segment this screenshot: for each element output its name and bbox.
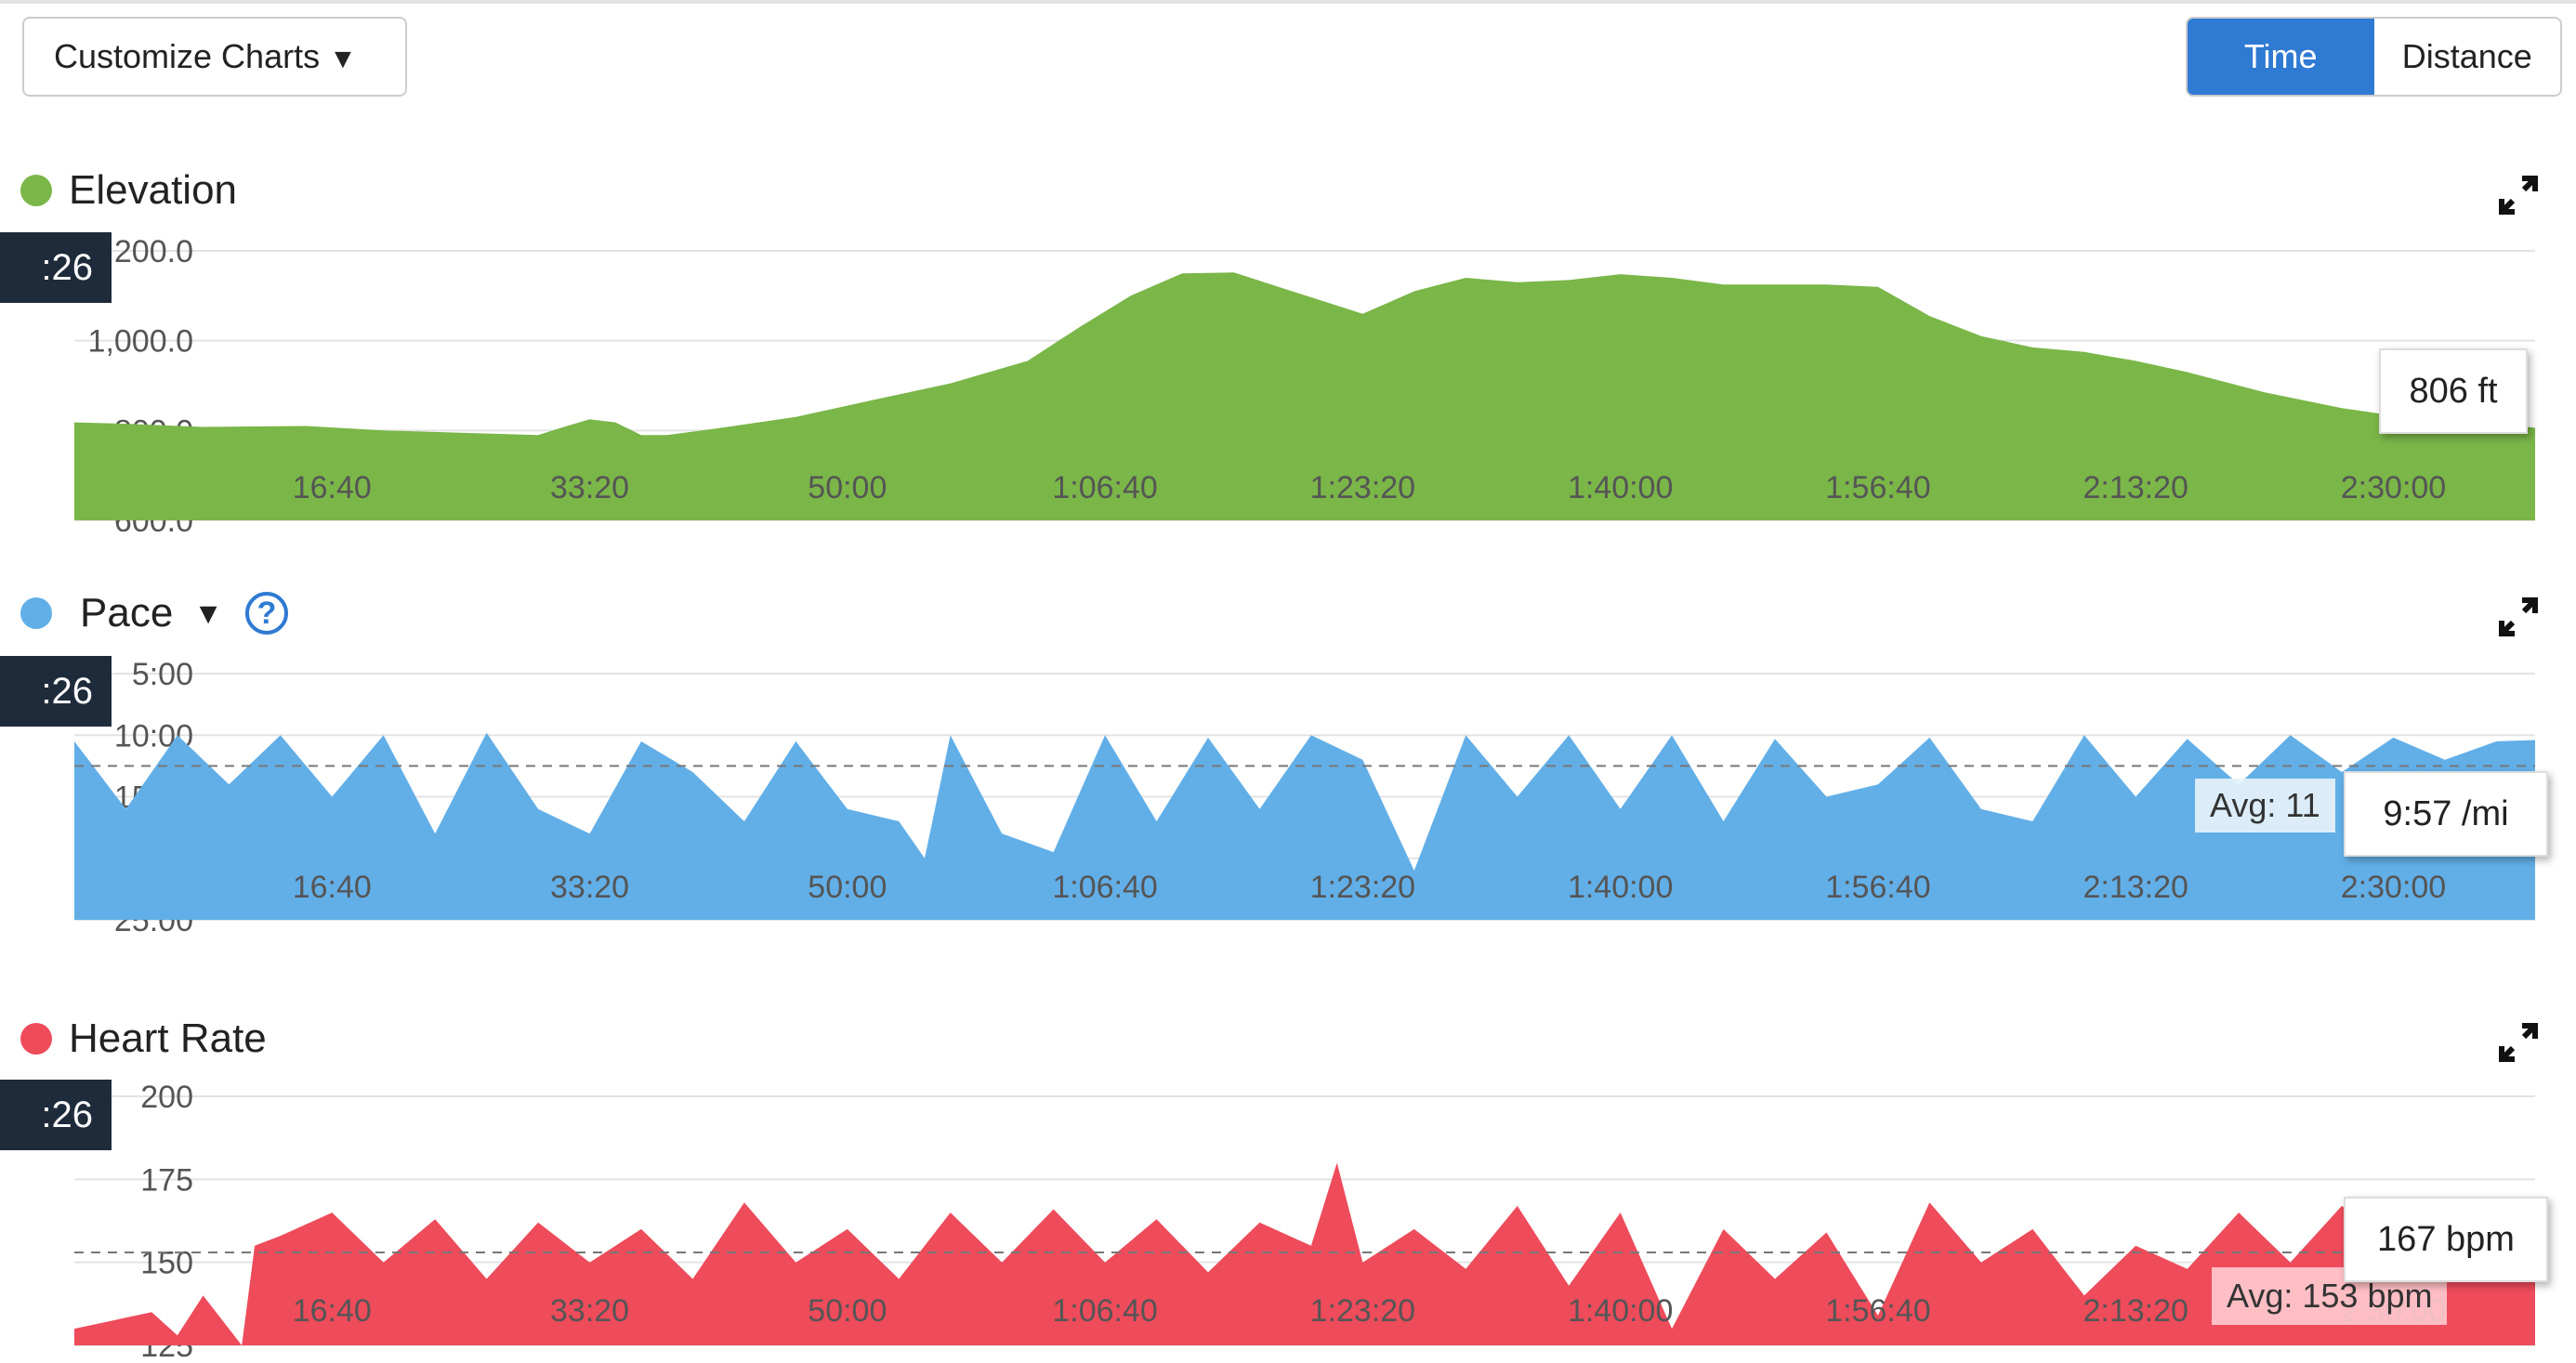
elevation-chart-header: Elevation xyxy=(20,167,237,214)
pace-area-series xyxy=(74,732,2535,920)
pace-chart-header: Pace ▼ ? xyxy=(20,590,288,636)
time-distance-toggle[interactable]: Time Distance xyxy=(2186,17,2562,97)
pace-x-tick-label: 1:40:00 xyxy=(1568,870,1673,905)
pace-x-tick-label: 2:13:20 xyxy=(2083,870,2188,905)
heart-rate-y-tick-label: 150 xyxy=(140,1246,193,1281)
pace-x-tick-label: 1:06:40 xyxy=(1052,870,1157,905)
heart-rate-x-tick-label: 33:20 xyxy=(550,1293,629,1329)
heart-rate-x-tick-label: 1:06:40 xyxy=(1052,1293,1157,1329)
pace-x-tick-label: 33:20 xyxy=(550,870,629,905)
customize-charts-label: Customize Charts xyxy=(54,37,321,75)
distance-toggle-button[interactable]: Distance xyxy=(2373,19,2560,95)
pace-legend-dot xyxy=(20,597,52,629)
pace-x-tick-label: 16:40 xyxy=(293,870,372,905)
elevation-x-tick-label: 1:06:40 xyxy=(1052,470,1157,505)
heart-rate-area-series xyxy=(74,1162,2535,1345)
time-toggle-button[interactable]: Time xyxy=(2188,19,2374,95)
pace-x-tick-label: 1:56:40 xyxy=(1825,870,1930,905)
heart-rate-x-tick-label: 1:40:00 xyxy=(1568,1293,1673,1329)
heart-rate-x-tick-label: 2:13:20 xyxy=(2083,1293,2188,1329)
elevation-x-tick-label: 16:40 xyxy=(293,470,372,505)
cursor-time-label: :26 xyxy=(0,1080,112,1150)
heart-rate-y-tick-label: 200 xyxy=(140,1080,193,1115)
elevation-chart-title: Elevation xyxy=(69,167,238,213)
elevation-x-tick-label: 1:23:20 xyxy=(1310,470,1415,505)
elevation-x-tick-label: 2:13:20 xyxy=(2083,470,2188,505)
heart-rate-x-tick-label: 1:56:40 xyxy=(1825,1293,1930,1329)
heart-rate-average-label: Avg: 153 bpm xyxy=(2212,1267,2448,1325)
top-divider xyxy=(0,0,2576,4)
customize-charts-button[interactable]: Customize Charts ▼ xyxy=(22,17,407,97)
heart-rate-legend-dot xyxy=(20,1023,52,1055)
pace-x-tick-label: 2:30:00 xyxy=(2341,870,2446,905)
heart-rate-y-tick-label: 175 xyxy=(140,1162,193,1198)
elevation-x-tick-label: 33:20 xyxy=(550,470,629,505)
elevation-x-tick-label: 1:40:00 xyxy=(1568,470,1673,505)
expand-arrows-icon[interactable] xyxy=(2498,1022,2539,1063)
expand-arrows-icon[interactable] xyxy=(2498,175,2539,216)
elevation-x-tick-label: 50:00 xyxy=(808,470,887,505)
pace-average-label: Avg: 11 xyxy=(2195,779,2335,832)
elevation-x-tick-label: 1:56:40 xyxy=(1825,470,1930,505)
pace-x-tick-label: 1:23:20 xyxy=(1310,870,1415,905)
pace-y-tick-label: 5:00 xyxy=(132,657,193,692)
expand-arrows-icon[interactable] xyxy=(2498,596,2539,637)
pace-tooltip: 9:57 /mi xyxy=(2344,771,2548,857)
cursor-time-label: :26 xyxy=(0,232,112,303)
question-circle-icon[interactable]: ? xyxy=(244,592,288,635)
pace-chart-title: Pace xyxy=(80,590,174,636)
elevation-x-tick-label: 2:30:00 xyxy=(2341,470,2446,505)
elevation-y-tick-label: 1,000.0 xyxy=(88,324,193,360)
elevation-legend-dot xyxy=(20,175,52,206)
heart-rate-chart-title: Heart Rate xyxy=(69,1016,267,1061)
caret-down-icon: ▼ xyxy=(329,44,357,74)
heart-rate-x-tick-label: 1:23:20 xyxy=(1310,1293,1415,1329)
heart-rate-chart-header: Heart Rate xyxy=(20,1016,267,1062)
pace-dropdown-caret-icon[interactable]: ▼ xyxy=(193,596,223,630)
pace-x-tick-label: 50:00 xyxy=(808,870,887,905)
heart-rate-x-tick-label: 50:00 xyxy=(808,1293,887,1329)
elevation-tooltip: 806 ft xyxy=(2379,348,2528,434)
cursor-time-label: :26 xyxy=(0,656,112,727)
heart-rate-x-tick-label: 16:40 xyxy=(293,1293,372,1329)
elevation-area-series xyxy=(74,272,2535,520)
heart-rate-tooltip: 167 bpm xyxy=(2344,1197,2548,1282)
